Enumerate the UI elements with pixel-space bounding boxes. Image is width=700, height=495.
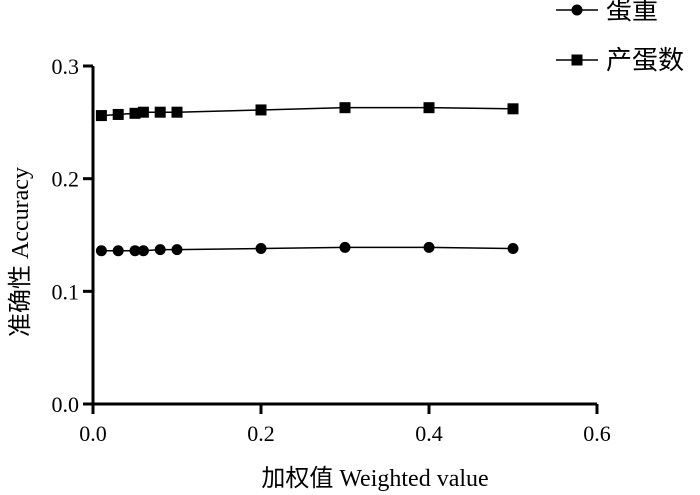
series-line	[101, 246, 514, 252]
data-point	[154, 106, 166, 118]
data-point	[129, 245, 141, 257]
legend-label: 产蛋数	[606, 46, 684, 75]
data-point	[112, 108, 124, 120]
data-point	[95, 245, 107, 257]
data-point	[339, 241, 351, 253]
y-tick-label: 0.1	[52, 279, 80, 304]
y-tick-label: 0.3	[52, 54, 80, 79]
y-axis-title: 准确性 Accuracy	[7, 167, 34, 337]
data-point	[423, 102, 435, 114]
data-point	[507, 243, 519, 255]
series-1	[95, 241, 519, 257]
data-point	[95, 110, 107, 122]
data-point	[171, 106, 183, 118]
legend-item-1: 蛋重	[556, 0, 658, 25]
legend-marker	[571, 54, 583, 66]
legend-marker	[571, 4, 583, 16]
x-tick-label: 0.6	[583, 421, 611, 446]
data-point	[255, 243, 267, 255]
x-tick-label: 0.0	[79, 421, 107, 446]
x-tick-label: 0.2	[247, 421, 275, 446]
x-tick-label: 0.4	[415, 421, 443, 446]
data-point	[255, 104, 267, 116]
data-point	[171, 244, 183, 256]
series-2	[95, 102, 519, 122]
data-point	[154, 244, 166, 256]
data-point	[507, 103, 519, 115]
series-layer	[95, 102, 519, 257]
legend-item-2: 产蛋数	[556, 46, 684, 75]
y-tick-label: 0.2	[52, 167, 80, 192]
data-point	[423, 241, 435, 253]
data-point	[129, 107, 141, 119]
legend-label: 蛋重	[606, 0, 658, 25]
y-tick-label: 0.0	[52, 392, 80, 417]
x-axis-title: 加权值 Weighted value	[261, 465, 488, 492]
data-point	[137, 106, 149, 118]
series-line	[101, 106, 514, 117]
data-point	[112, 245, 124, 257]
axes: 0.0 0.1 0.2 0.3 0.0 0.2 0.4 0.6	[52, 54, 611, 446]
data-point	[137, 245, 149, 257]
data-point	[339, 102, 351, 114]
